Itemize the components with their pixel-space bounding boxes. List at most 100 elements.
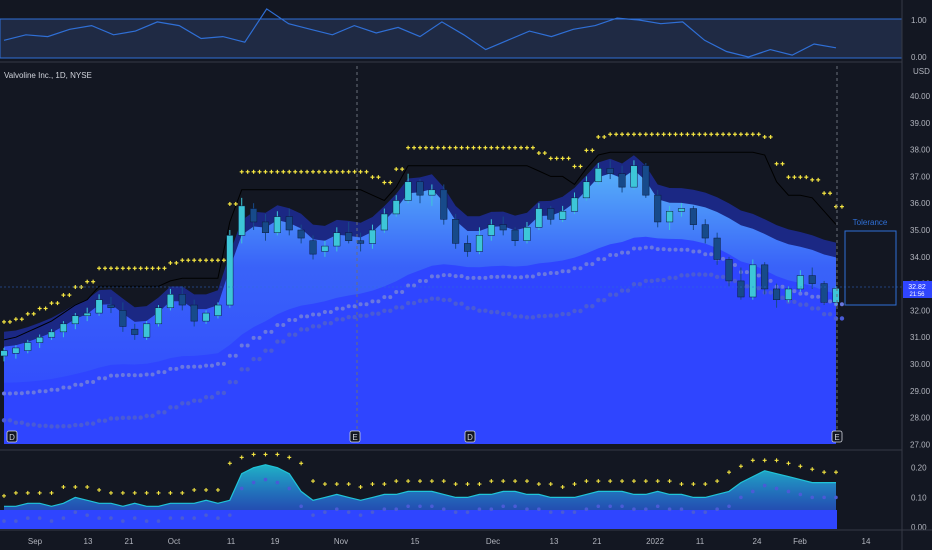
last-price-value: 32.82	[908, 284, 926, 291]
bottom-sar-marker	[382, 482, 387, 487]
band-dot	[673, 275, 678, 281]
sar-marker	[495, 145, 500, 150]
price-axis[interactable]: USD 1.00 0.00 40.00 39.00 38.00 37.00 36.00 35.…	[901, 0, 932, 550]
sar-marker	[168, 260, 173, 265]
band-dot	[399, 305, 405, 310]
band-dot	[655, 277, 660, 283]
event-marker[interactable]: D	[464, 430, 476, 443]
candle	[475, 227, 483, 255]
band-dot	[709, 252, 714, 257]
band-dot	[126, 415, 131, 421]
bottom-sar-marker	[798, 464, 803, 469]
band-dot	[596, 297, 601, 303]
band-dot	[798, 291, 803, 296]
sar-marker	[97, 266, 102, 271]
tolerance-box[interactable]	[844, 230, 897, 306]
sar-marker	[49, 301, 54, 306]
sar-marker	[649, 132, 654, 137]
band-dot	[566, 269, 571, 274]
band-dot	[346, 314, 351, 320]
candle	[796, 270, 804, 292]
event-marker-letter: D	[9, 433, 15, 442]
upper-band-line	[3, 151, 837, 341]
bottom-band-dot	[572, 510, 577, 514]
bottom-band-dot	[121, 519, 125, 523]
bottom-band-dot	[180, 516, 185, 520]
bottom-band-dot	[263, 477, 268, 482]
candle	[761, 262, 769, 295]
band-dot	[269, 329, 274, 334]
sar-marker	[91, 279, 96, 284]
bottom-band-dot	[810, 495, 815, 500]
candle	[535, 203, 543, 230]
band-dot	[578, 266, 583, 271]
sar-marker	[19, 317, 24, 322]
band-dot	[554, 313, 559, 318]
band-dot	[215, 390, 221, 396]
bottom-band-dot	[774, 486, 779, 491]
band-dot	[625, 288, 631, 293]
bottom-sar-marker	[13, 490, 18, 495]
symbol-title[interactable]: Valvoline Inc., 1D, NYSE	[4, 71, 92, 80]
sar-marker	[459, 145, 464, 150]
band-dot	[643, 245, 648, 250]
band-dot	[150, 413, 155, 419]
bottom-band-dot	[703, 510, 708, 514]
candle	[820, 280, 828, 306]
candle	[606, 160, 614, 180]
bottom-sar-marker	[97, 487, 102, 492]
bottom-band-dot	[715, 507, 719, 512]
band-dot	[168, 366, 173, 371]
price-axis-tick: 40.00	[910, 92, 931, 101]
band-dot	[103, 376, 108, 381]
sar-marker	[358, 169, 363, 174]
band-dot	[477, 275, 482, 280]
candle	[226, 230, 234, 308]
bottom-sar-marker	[703, 482, 708, 487]
time-axis[interactable]: Sep 13 21 Oct 11 19 Nov 15 Dec 13 21 2022 11 24 Feb 14	[0, 529, 932, 546]
band-dot	[293, 332, 298, 337]
event-marker[interactable]: E	[831, 430, 843, 443]
sar-marker	[614, 132, 619, 137]
event-marker[interactable]: D	[6, 430, 18, 443]
band-dot	[269, 348, 274, 353]
band-dot	[602, 297, 607, 303]
bottom-band-dot	[275, 480, 280, 485]
band-dot	[489, 309, 494, 315]
time-axis-tick: 21	[125, 537, 134, 546]
sar-marker	[138, 266, 143, 271]
candle	[154, 305, 163, 327]
price-axis-tick: 39.00	[910, 119, 931, 128]
band-dot	[192, 364, 197, 369]
bottom-sar-marker	[25, 490, 30, 495]
currency-label: USD	[913, 67, 930, 76]
bottom-sar-marker	[560, 485, 565, 489]
band-dot	[257, 335, 262, 340]
bottom-sar-marker	[132, 490, 137, 495]
sar-marker	[257, 169, 262, 174]
sar-marker	[215, 258, 220, 263]
bottom-band-dot	[335, 507, 339, 512]
bottom-sar-marker	[144, 490, 149, 495]
candle	[642, 163, 650, 198]
band-dot	[518, 314, 524, 319]
band-dot	[637, 282, 643, 287]
bottom-band-dots	[2, 477, 838, 523]
candle	[666, 205, 674, 230]
bottom-sar-marker	[120, 490, 125, 495]
sar-marker	[703, 132, 708, 137]
band-dot	[721, 256, 726, 261]
bottom-band-dot	[822, 495, 826, 500]
bottom-sar-marker	[584, 479, 589, 484]
candle	[107, 297, 115, 314]
candle	[440, 184, 448, 225]
band-dot	[25, 422, 30, 427]
sar-marker	[441, 145, 446, 150]
sar-marker	[204, 258, 209, 263]
band-dot	[174, 405, 179, 410]
band-dot	[55, 424, 60, 429]
event-marker[interactable]: E	[349, 430, 361, 443]
band-dot	[186, 401, 191, 406]
band-dot	[358, 313, 363, 318]
bottom-sar-marker	[608, 479, 613, 484]
